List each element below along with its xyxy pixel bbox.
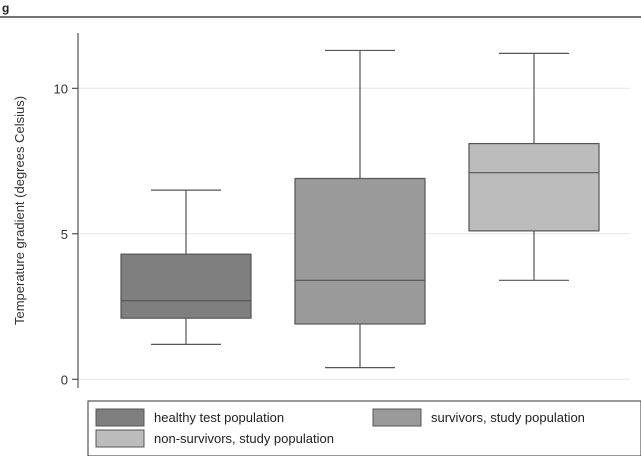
y-tick-label-0: 0 <box>61 372 68 387</box>
legend-swatch-1 <box>372 408 422 427</box>
legend-swatch-0 <box>95 408 145 427</box>
box-0-iqr <box>120 253 252 319</box>
y-axis: 0 5 10 <box>54 33 79 388</box>
y-tick-label-1: 5 <box>61 227 68 242</box>
legend-label-1: survivors, study population <box>431 410 585 425</box>
legend-frame <box>87 400 641 456</box>
figure-label: g <box>2 1 9 15</box>
legend: healthy test population survivors, study … <box>87 400 641 456</box>
box-1-iqr <box>294 177 426 325</box>
legend-swatch-2 <box>95 429 145 448</box>
y-axis-label: Temperature gradient (degrees Celsius) <box>12 96 27 325</box>
legend-label-0: healthy test population <box>154 410 284 425</box>
y-tick-label-2: 10 <box>54 81 68 96</box>
boxes <box>120 49 600 369</box>
legend-label-2: non-survivors, study population <box>154 431 334 446</box>
box-2-iqr <box>468 142 600 232</box>
